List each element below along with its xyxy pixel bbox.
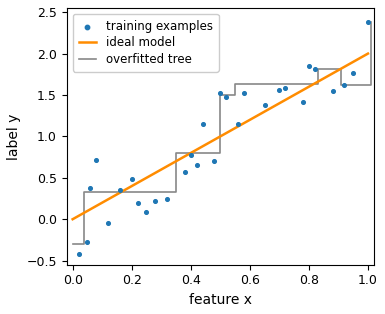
X-axis label: feature x: feature x	[189, 293, 252, 307]
training examples	[341, 83, 347, 88]
overfitted tree	[315, 67, 320, 70]
training examples	[117, 188, 123, 193]
training examples	[194, 163, 200, 168]
training examples	[211, 159, 218, 164]
training examples	[75, 252, 82, 257]
training examples	[306, 63, 312, 68]
overfitted tree	[82, 190, 87, 194]
overfitted tree	[368, 20, 373, 24]
training examples	[164, 196, 170, 201]
training examples	[223, 95, 229, 100]
training examples	[143, 209, 149, 214]
training examples	[350, 70, 356, 75]
overfitted tree	[233, 93, 238, 97]
training examples	[261, 102, 268, 107]
training examples	[134, 200, 141, 205]
overfitted tree	[339, 67, 344, 70]
training examples	[187, 153, 194, 158]
overfitted tree	[339, 83, 344, 87]
training examples	[152, 198, 158, 203]
training examples	[217, 90, 223, 95]
overfitted tree	[368, 83, 373, 87]
training examples	[282, 85, 288, 90]
Legend: training examples, ideal model, overfitted tree: training examples, ideal model, overfitt…	[73, 14, 219, 72]
overfitted tree	[70, 242, 75, 246]
training examples	[199, 122, 206, 127]
training examples	[300, 99, 306, 104]
training examples	[235, 122, 241, 127]
training examples	[129, 176, 135, 181]
training examples	[87, 185, 94, 190]
overfitted tree	[174, 190, 178, 194]
overfitted tree	[174, 151, 178, 155]
overfitted tree	[315, 82, 320, 86]
training examples	[84, 239, 90, 244]
training examples	[93, 157, 99, 162]
training examples	[276, 88, 283, 93]
training examples	[312, 66, 318, 71]
training examples	[241, 91, 247, 96]
overfitted tree	[218, 151, 223, 155]
overfitted tree	[233, 82, 238, 86]
overfitted tree	[82, 242, 87, 246]
overfitted tree	[218, 93, 223, 97]
training examples	[365, 19, 371, 24]
training examples	[182, 170, 188, 175]
Line: overfitted tree: overfitted tree	[73, 22, 371, 244]
training examples	[330, 88, 336, 93]
Y-axis label: label y: label y	[7, 113, 21, 160]
training examples	[105, 221, 111, 226]
